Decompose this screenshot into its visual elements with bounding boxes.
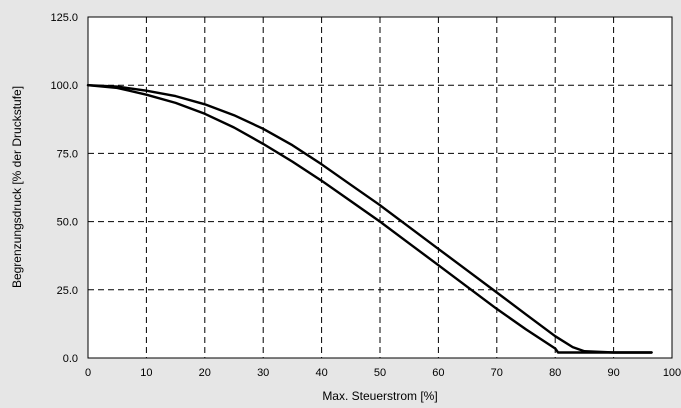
x-tick-label: 0 (85, 367, 91, 379)
y-axis-title: Begrenzungsdruck [% der Druckstufe] (10, 86, 24, 288)
y-tick-label: 100.0 (50, 80, 78, 92)
x-tick-label: 60 (432, 367, 444, 379)
x-tick-label: 90 (607, 367, 619, 379)
x-tick-label: 50 (374, 367, 386, 379)
plot-border (87, 16, 673, 359)
x-tick-label: 70 (491, 367, 503, 379)
tick-labels: 0 10 20 30 40 50 60 70 80 90 100 0.0 25.0 50.0 75.0 100… (50, 12, 681, 379)
x-tick-label: 30 (257, 367, 269, 379)
series-layer (86, 84, 653, 354)
series-line-2 (86, 84, 653, 354)
x-tick-label: 100 (663, 367, 681, 379)
x-tick-label: 40 (315, 367, 327, 379)
x-tick-label: 10 (140, 367, 152, 379)
x-tick-label: 80 (549, 367, 561, 379)
y-tick-label: 50.0 (57, 217, 78, 229)
y-tick-label: 125.0 (50, 12, 78, 24)
x-tick-label: 20 (199, 367, 211, 379)
series-line-1 (86, 84, 653, 354)
y-tick-label: 75.0 (57, 148, 78, 160)
y-tick-label: 0.0 (63, 353, 78, 365)
x-axis-title: Max. Steuerstrom [%] (322, 389, 437, 403)
y-tick-label: 25.0 (57, 285, 78, 297)
